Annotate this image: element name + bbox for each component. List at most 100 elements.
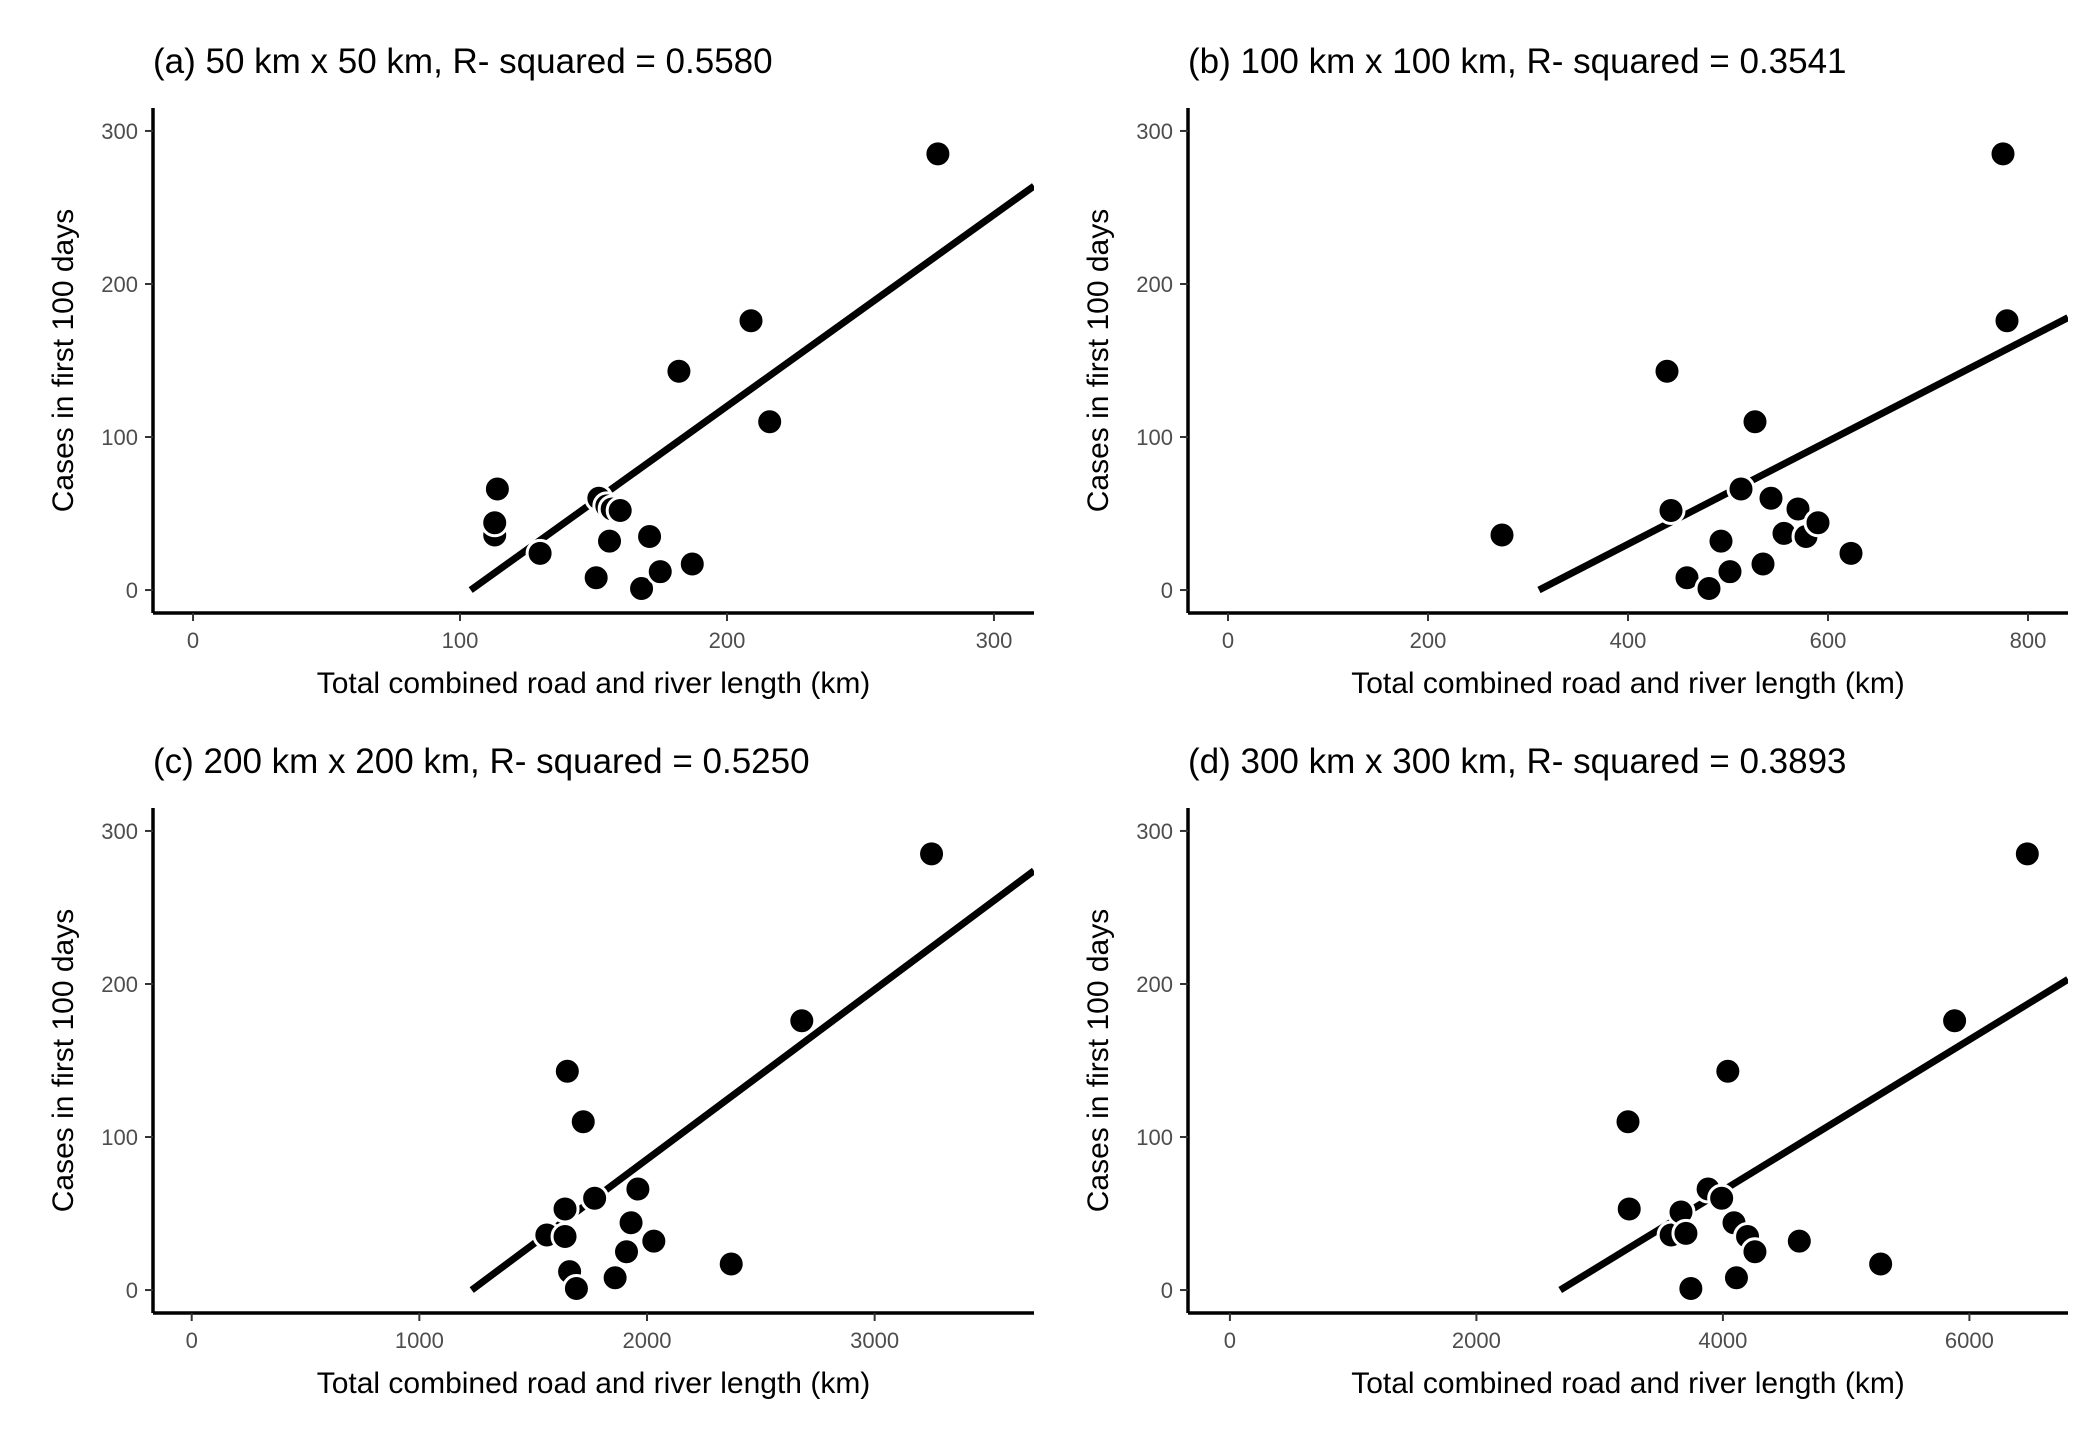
panel-b-x-tick-label: 0 [1222,628,1234,653]
panel-d-x-tick-label: 6000 [1945,1328,1994,1353]
panel-d-x-tick-label: 0 [1224,1328,1236,1353]
panel-c-point-15 [787,1006,817,1036]
panel-a-title: (a) 50 km x 50 km, R- squared = 0.5580 [153,42,773,81]
panel-b-x-tick-label: 200 [1410,628,1447,653]
panel-c-y-tick-label: 100 [101,1125,138,1150]
panel-c-x-tick-label: 0 [186,1328,198,1353]
panel-a-x-tick-label: 300 [976,628,1013,653]
panel-d-point-8 [1707,1183,1737,1213]
panel-b-regression-line [1537,314,2068,594]
panel-a-x-tick-label: 100 [442,628,479,653]
panel-d-point-14 [1784,1226,1814,1256]
panel-c-point-4 [552,1056,582,1086]
panel-a-y-tick-label: 0 [126,578,138,603]
panel-c-x-tick-label: 2000 [623,1328,672,1353]
panel-c: (c) 200 km x 200 km, R- squared = 0.5250… [47,742,1034,1400]
panel-c-y-tick-label: 0 [126,1278,138,1303]
panel-a-point-10 [595,526,625,556]
panel-a-x-axis-label: Total combined road and river length (km… [317,667,871,700]
panel-d-y-tick-label: 200 [1136,972,1173,997]
panel-c-x-tick-label: 3000 [850,1328,899,1353]
panel-d-point-16 [1940,1006,1970,1036]
panel-d-point-11 [1721,1263,1751,1293]
panel-d-point-17 [2012,839,2042,869]
panel-a-point-11 [627,574,657,604]
panel-b-y-tick-label: 0 [1161,578,1173,603]
panel-d-point-13 [1740,1237,1770,1267]
panel-b: (b) 100 km x 100 km, R- squared = 0.3541… [1082,42,2068,700]
panel-a-point-18 [923,139,953,169]
panel-d-point-1 [1613,1107,1643,1137]
panel-b-x-tick-label: 800 [2010,628,2047,653]
panel-b-point-16 [1836,538,1866,568]
panel-c-x-axis-label: Total combined road and river length (km… [317,1367,871,1400]
panel-a: (a) 50 km x 50 km, R- squared = 0.5580 0 1… [47,42,1034,700]
panel-d-x-tick-label: 4000 [1698,1328,1747,1353]
panel-d-points [1613,839,2042,1304]
panel-c-points [532,839,947,1304]
panel-a-y-tick-label: 300 [101,119,138,144]
panel-b-y-axis-label: Cases in first 100 days [1082,209,1115,512]
panel-a-point-4 [525,538,555,568]
panel-d-point-6 [1676,1274,1706,1304]
panel-c-point-13 [639,1226,669,1256]
panel-d-point-15 [1866,1249,1896,1279]
panel-b-point-15 [1803,508,1833,538]
panel-a-point-14 [677,549,707,579]
panel-a-y-tick-label: 100 [101,425,138,450]
panel-b-point-6 [1706,526,1736,556]
panel-b-point-8 [1726,474,1756,504]
panel-a-point-16 [736,306,766,336]
panel-d-x-axis-label: Total combined road and river length (km… [1351,1367,1905,1400]
panel-c-point-14 [716,1249,746,1279]
panel-a-point-17 [755,407,785,437]
panel-d-y-tick-label: 100 [1136,1125,1173,1150]
panel-b-point-5 [1694,574,1724,604]
panel-c-point-16 [917,839,947,869]
panel-c-point-7 [568,1107,598,1137]
panel-c-point-6 [561,1274,591,1304]
panel-d-y-tick-label: 0 [1161,1278,1173,1303]
panel-b-point-13 [1783,494,1813,524]
panel-d-point-5 [1671,1218,1701,1248]
panel-a-y-axis-label: Cases in first 100 days [47,209,80,512]
panel-b-y-tick-label: 100 [1136,425,1173,450]
panel-c-title: (c) 200 km x 200 km, R- squared = 0.5250 [153,742,810,781]
panel-c-point-9 [600,1263,630,1293]
panel-b-y-tick-label: 300 [1136,119,1173,144]
panel-a-x-tick-label: 200 [709,628,746,653]
panel-b-point-17 [1988,139,2018,169]
panel-a-point-5 [581,563,611,593]
panel-d-regression-line [1558,976,2068,1294]
panel-b-point-3 [1656,495,1686,525]
panel-c-point-11 [616,1208,646,1238]
panel-a-point-9 [605,495,635,525]
panel-c-point-10 [612,1237,642,1267]
panel-d-x-tick-label: 2000 [1452,1328,1501,1353]
panel-d-point-9 [1713,1056,1743,1086]
panel-b-point-2 [1652,356,1682,386]
panel-a-point-3 [482,474,512,504]
panel-c-x-tick-label: 1000 [395,1328,444,1353]
panel-b-point-7 [1715,557,1745,587]
panel-b-x-tick-label: 400 [1610,628,1647,653]
panel-d-point-2 [1614,1194,1644,1224]
panel-d-y-tick-label: 300 [1136,819,1173,844]
panel-c-point-8 [580,1183,610,1213]
panel-b-point-1 [1487,520,1517,550]
panel-d-title: (d) 300 km x 300 km, R- squared = 0.3893 [1188,742,1847,781]
panel-b-points [1487,139,2022,604]
panel-a-point-12 [635,521,665,551]
panel-d-y-axis-label: Cases in first 100 days [1082,909,1115,1212]
panel-b-point-9 [1740,407,1770,437]
panel-b-x-tick-label: 600 [1810,628,1847,653]
panel-c-point-2 [550,1221,580,1251]
panel-c-y-axis-label: Cases in first 100 days [47,909,80,1212]
panel-c-y-tick-label: 300 [101,819,138,844]
panel-d: (d) 300 km x 300 km, R- squared = 0.3893… [1082,742,2068,1400]
panel-b-y-tick-label: 200 [1136,272,1173,297]
panel-b-point-10 [1748,549,1778,579]
panel-c-point-3 [550,1194,580,1224]
panel-b-x-axis-label: Total combined road and river length (km… [1351,667,1905,700]
panel-a-y-tick-label: 200 [101,272,138,297]
